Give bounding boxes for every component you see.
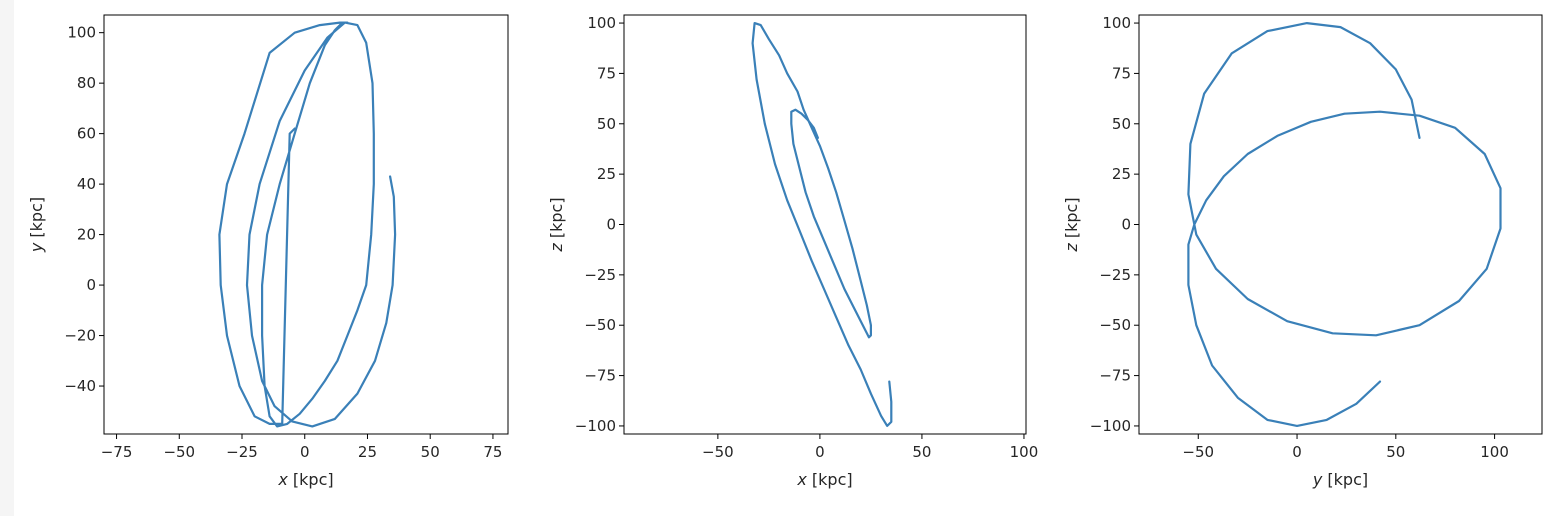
axes-frame	[623, 14, 1027, 435]
y-tick-label: −100	[575, 417, 616, 435]
y-tick-label: 0	[606, 216, 616, 234]
x-tick-label: −25	[226, 443, 258, 461]
x-tick-label: 50	[421, 443, 440, 461]
y-tick-label: −75	[584, 367, 616, 385]
y-tick-label: −75	[1099, 367, 1131, 385]
y-tick-label: 80	[77, 74, 96, 92]
panel-yz: −50 0 50 100 −100 −75 −50 −25 0 25 50 75 100 y [kpc] z…	[1062, 14, 1543, 489]
y-tick-label: −20	[64, 327, 96, 345]
axes-frame	[1138, 14, 1543, 435]
x-tick-label: −50	[702, 443, 734, 461]
y-tick-label: −25	[1099, 266, 1131, 284]
y-tick-label: −50	[1099, 316, 1131, 334]
x-tick-label: 100	[1480, 443, 1509, 461]
y-tick-label: 20	[77, 226, 96, 244]
x-tick-label: 50	[1386, 443, 1405, 461]
y-tick-label: 25	[597, 165, 616, 183]
x-tick-label: 0	[300, 443, 310, 461]
orbit-line	[751, 22, 893, 427]
x-axis-label: y [kpc]	[1312, 470, 1368, 489]
axes-frame	[103, 14, 509, 435]
panel-xz: −50 0 50 100 −100 −75 −50 −25 0 25 50 75 100 x [kpc] z…	[547, 14, 1038, 489]
y-tick-label: 60	[77, 125, 96, 143]
x-tick-label: −50	[1182, 443, 1214, 461]
y-axis-label: z [kpc]	[547, 197, 566, 252]
x-tick-label: 100	[1010, 443, 1039, 461]
x-tick-label: 0	[1292, 443, 1302, 461]
y-tick-label: 75	[597, 64, 616, 82]
y-tick-label: 40	[77, 175, 96, 193]
y-tick-label: 25	[1112, 165, 1131, 183]
y-tick-label: −40	[64, 377, 96, 395]
y-tick-label: 0	[86, 276, 96, 294]
y-tick-label: 100	[67, 24, 96, 42]
x-axis-label: x [kpc]	[277, 470, 333, 489]
x-tick-label: 50	[912, 443, 931, 461]
x-tick-label: −75	[101, 443, 133, 461]
y-axis-label: z [kpc]	[1062, 197, 1081, 252]
y-axis-label: y [kpc]	[27, 197, 46, 253]
panel-xy: −75 −50 −25 0 25 50 75 −40 −20 0 20 40 60 80 100 x [kpc…	[27, 14, 509, 489]
y-tick-label: −25	[584, 266, 616, 284]
y-tick-label: 100	[1102, 14, 1131, 32]
x-tick-label: 75	[483, 443, 502, 461]
y-tick-label: −100	[1090, 417, 1131, 435]
x-tick-label: −50	[163, 443, 195, 461]
x-tick-label: 25	[358, 443, 377, 461]
x-axis-label: x [kpc]	[796, 470, 852, 489]
page-gutter	[0, 0, 14, 516]
y-tick-label: 50	[597, 115, 616, 133]
x-tick-label: 0	[815, 443, 825, 461]
orbit-line	[1187, 22, 1502, 427]
y-tick-label: 75	[1112, 64, 1131, 82]
y-tick-label: 100	[587, 14, 616, 32]
orbit-line	[218, 21, 397, 428]
y-tick-label: 50	[1112, 115, 1131, 133]
y-tick-label: −50	[584, 316, 616, 334]
y-tick-label: 0	[1121, 216, 1131, 234]
